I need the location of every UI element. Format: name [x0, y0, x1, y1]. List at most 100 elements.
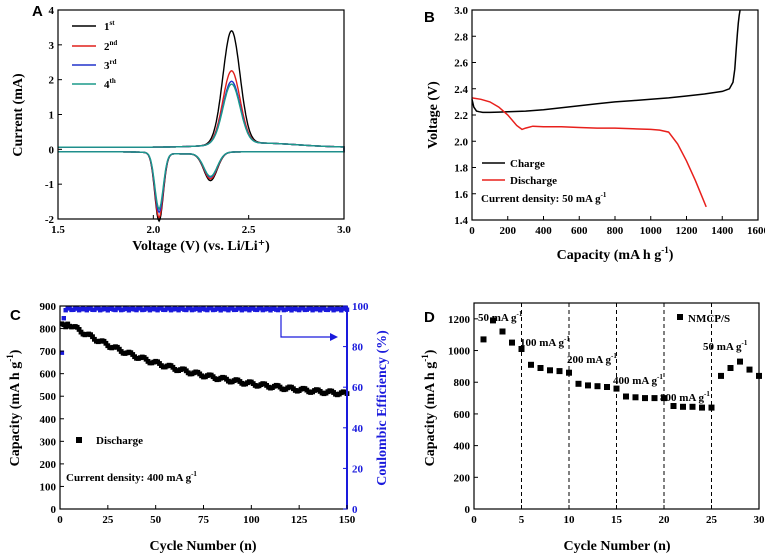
- panel-b-ticks: 0 200 400 600 800 1000 1200 1400 1600 1.4 1.6 1.8 2.…: [454, 5, 765, 237]
- panel-d-dividers: [521, 303, 712, 509]
- ce-arrow-head: [330, 333, 338, 341]
- panel-c-ytick-label-3: 300: [40, 436, 57, 448]
- panel-a-legend: 1st 2nd 3rd 4th: [72, 19, 117, 91]
- panel-c-ytick-label-8: 800: [40, 324, 57, 336]
- panel-c-xtick-label-6: 150: [339, 514, 356, 526]
- cv-curve-1st: [58, 29, 345, 223]
- panel-c-ytick-label-2: 200: [40, 459, 57, 471]
- panel-b-frame: [471, 9, 759, 221]
- panel-b-xtick-label-1: 200: [500, 225, 517, 237]
- panel-c-letter: C: [10, 307, 21, 324]
- panel-c-ytick-label-6: 600: [40, 369, 57, 381]
- panel-c-y2-ytick-label-4: 80: [352, 342, 364, 354]
- rate-point: [594, 383, 601, 390]
- panel-d-ytick-label-2: 400: [454, 441, 471, 453]
- rate-point: [651, 395, 658, 402]
- rate-point: [727, 365, 734, 371]
- rate-point: [718, 372, 724, 379]
- panel-c-xtick-label-5: 125: [291, 514, 308, 526]
- panel-c-xtick-label-2: 50: [150, 514, 162, 526]
- panel-c-y2-ytick-label-5: 100: [352, 301, 369, 313]
- legend-a-label-1: 1st: [104, 19, 115, 33]
- panel-d-points: [480, 317, 762, 411]
- panel-c-y2-ytick-label-1: 20: [352, 463, 364, 475]
- rate-point: [480, 336, 487, 343]
- legend-b-label-discharge: Discharge: [510, 175, 557, 187]
- rate-point: [528, 361, 534, 368]
- legend-c-marker: [76, 437, 82, 443]
- panel-b-xtick-label-0: 0: [469, 225, 475, 237]
- panel-c-y2-ytick-label-3: 60: [352, 382, 364, 394]
- legend-c-label: Discharge: [96, 435, 143, 447]
- panel-d-xlabel: Cycle Number (n): [563, 539, 670, 554]
- panel-c-ytick-label-5: 500: [40, 391, 57, 403]
- panel-b-ytick-label-2: 1.8: [454, 163, 468, 175]
- rate-point: [604, 384, 610, 390]
- panel-a-xtick-label-0: 1.5: [51, 224, 65, 236]
- rate-label-3: 200 mA g-1: [567, 352, 617, 366]
- panel-b-xlabel: Capacity (mA h g-1): [557, 245, 674, 263]
- panel-d-ytick-label-0: 0: [465, 504, 471, 516]
- rate-point: [623, 393, 629, 400]
- rate-point: [518, 346, 525, 352]
- panel-b-ylabel: Voltage (V): [426, 81, 441, 149]
- panel-b-xtick-label-7: 1400: [711, 225, 734, 237]
- rate-point: [737, 358, 743, 365]
- legend-d-label: NMCP/S: [688, 313, 730, 325]
- panel-b-ytick-label-4: 2.2: [454, 110, 468, 122]
- panel-b-xtick-label-6: 1200: [676, 225, 699, 237]
- panel-d-legend: NMCP/S: [677, 313, 730, 325]
- panel-d-ytick-label-3: 600: [454, 409, 471, 421]
- panel-d-xtick-label-6: 30: [754, 514, 765, 526]
- rate-point: [547, 367, 553, 374]
- ce-point: [59, 350, 65, 355]
- panel-d-ytick-label-4: 800: [454, 377, 471, 389]
- panel-b-legend: Charge Discharge: [482, 158, 557, 187]
- panel-c: C 0 25 50 75 100 125 1500100200300400500600700…: [5, 301, 390, 554]
- rate-point: [499, 328, 506, 335]
- panel-c-legend: Discharge: [76, 435, 143, 447]
- panel-c-xtick-label-0: 0: [57, 514, 63, 526]
- panel-d-xtick-label-1: 5: [519, 514, 525, 526]
- panel-a-curves: [58, 29, 345, 223]
- rate-point: [613, 385, 620, 392]
- rate-point: [708, 404, 715, 411]
- panel-c-ytick-label-4: 400: [40, 414, 57, 426]
- panel-d-rate-labels: 50 mA g-1 100 mA g-1 200 mA g-1 400 mA g…: [478, 310, 748, 404]
- legend-a-label-3: 3rd: [104, 58, 117, 72]
- panel-a-xtick-label-3: 3.0: [337, 224, 351, 236]
- panel-c-arrow: [280, 315, 338, 341]
- panel-d-ytick-label-1: 200: [454, 472, 471, 484]
- panel-d-xtick-label-2: 10: [564, 514, 576, 526]
- legend-d-marker: [677, 314, 683, 320]
- panel-b-ytick-label-1: 1.6: [454, 189, 468, 201]
- ce-arrow-line: [280, 315, 330, 338]
- panel-a-xtick-label-1: 2.0: [146, 224, 160, 236]
- panel-d-xtick-label-4: 20: [659, 514, 671, 526]
- legend-a-label-4: 4th: [104, 77, 116, 91]
- panel-a-xlabel: Voltage (V) (vs. Li/Li⁺): [132, 239, 270, 254]
- rate-point: [699, 404, 705, 411]
- panel-b-annotation: Current density: 50 mA g-1: [481, 191, 607, 205]
- panel-b-letter: B: [424, 9, 435, 26]
- capacity-point: [90, 334, 95, 340]
- gcd-curve-discharge: [471, 97, 707, 208]
- panel-b: B 0 200 400 600 800 1000 1200 1400 1600 1.4 1.6 1.8…: [424, 5, 765, 263]
- panel-a-ytick-label-1: -1: [45, 179, 54, 191]
- rate-point: [585, 382, 591, 389]
- panel-a-ytick-label-6: 4: [49, 5, 55, 17]
- rate-point: [509, 339, 515, 346]
- panel-c-xtick-label-3: 75: [198, 514, 210, 526]
- rate-point: [490, 317, 496, 324]
- panel-d-ylabel: Capacity (mA h g-1): [420, 349, 438, 466]
- capacity-point: [76, 327, 82, 332]
- rate-point: [556, 368, 563, 375]
- ce-point: [61, 316, 66, 321]
- panel-c-points: [59, 305, 350, 398]
- capacity-point: [63, 324, 69, 330]
- panel-c-ytick-label-1: 100: [40, 481, 57, 493]
- panel-c-ytick-label-7: 700: [40, 346, 57, 358]
- panel-b-xtick-label-2: 400: [535, 225, 552, 237]
- rate-point: [670, 403, 677, 409]
